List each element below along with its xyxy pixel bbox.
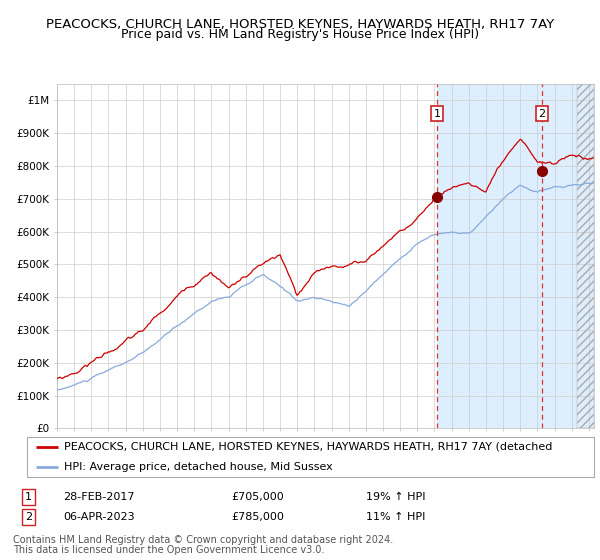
Text: 1: 1 [434, 109, 440, 119]
Bar [577, 84, 594, 428]
Text: This data is licensed under the Open Government Licence v3.0.: This data is licensed under the Open Gov… [13, 545, 325, 556]
Text: 19% ↑ HPI: 19% ↑ HPI [366, 492, 425, 502]
Text: PEACOCKS, CHURCH LANE, HORSTED KEYNES, HAYWARDS HEATH, RH17 7AY: PEACOCKS, CHURCH LANE, HORSTED KEYNES, H… [46, 18, 554, 31]
Text: 1: 1 [25, 492, 32, 502]
Text: Price paid vs. HM Land Registry's House Price Index (HPI): Price paid vs. HM Land Registry's House … [121, 28, 479, 41]
Text: 11% ↑ HPI: 11% ↑ HPI [366, 512, 425, 522]
Text: PEACOCKS, CHURCH LANE, HORSTED KEYNES, HAYWARDS HEATH, RH17 7AY (detached: PEACOCKS, CHURCH LANE, HORSTED KEYNES, H… [64, 442, 552, 452]
FancyBboxPatch shape [27, 437, 594, 477]
Bar [437, 84, 594, 428]
Text: 2: 2 [25, 512, 32, 522]
Text: £785,000: £785,000 [231, 512, 284, 522]
Text: 06-APR-2023: 06-APR-2023 [63, 512, 134, 522]
Text: 2: 2 [538, 109, 545, 119]
Text: HPI: Average price, detached house, Mid Sussex: HPI: Average price, detached house, Mid … [64, 462, 332, 472]
Text: 28-FEB-2017: 28-FEB-2017 [63, 492, 134, 502]
Text: Contains HM Land Registry data © Crown copyright and database right 2024.: Contains HM Land Registry data © Crown c… [13, 535, 394, 545]
Text: £705,000: £705,000 [231, 492, 284, 502]
